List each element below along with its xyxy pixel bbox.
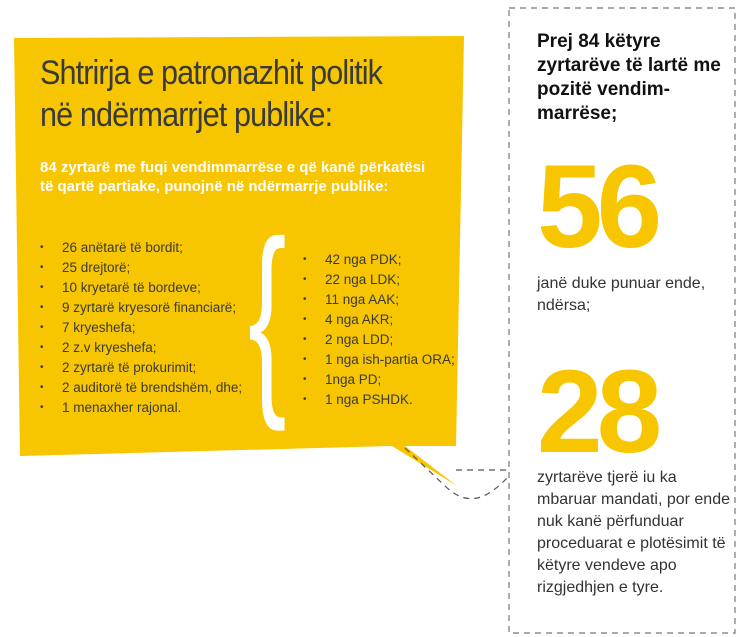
- lede-text: 84 zyrtarë me fuqi vendimmarrëse e që ka…: [40, 159, 426, 195]
- roles-list: 26 anëtarë të bordit; 25 drejtorë; 10 kr…: [40, 238, 242, 418]
- list-item: 1 nga PSHDK.: [303, 390, 455, 410]
- still-working-count: 56: [537, 141, 662, 273]
- list-item: 22 nga LDK;: [303, 270, 455, 290]
- list-item: 26 anëtarë të bordit;: [40, 238, 242, 258]
- expired-text: zyrtarëve tjerë iu ka mbaruar mandati, p…: [537, 469, 730, 596]
- curly-brace-icon: {: [248, 197, 287, 432]
- sidebar-dashed-border: [508, 7, 736, 634]
- sidebar-heading: Prej 84 këtyre zyrtarëve të lartë me poz…: [537, 31, 721, 124]
- pointer-dashed-line: [404, 447, 510, 500]
- page-title: Shtrirja e patronazhit politik në ndërma…: [40, 52, 418, 136]
- list-item: 7 kryeshefa;: [40, 318, 242, 338]
- list-item: 10 kryetarë të bordeve;: [40, 278, 242, 298]
- parties-list: 42 nga PDK; 22 nga LDK; 11 nga AAK; 4 ng…: [303, 250, 455, 410]
- list-item: 2 z.v kryeshefa;: [40, 338, 242, 358]
- list-item: 1nga PD;: [303, 370, 455, 390]
- expired-count: 28: [537, 346, 662, 478]
- list-item: 1 menaxher rajonal.: [40, 398, 242, 418]
- title-line-1: Shtrirja e patronazhit politik: [40, 54, 383, 92]
- list-item: 2 nga LDD;: [303, 330, 455, 350]
- list-item: 25 drejtorë;: [40, 258, 242, 278]
- list-item: 2 auditorë të brendshëm, dhe;: [40, 378, 242, 398]
- still-working-text: janë duke punuar ende, ndërsa;: [537, 275, 706, 314]
- list-item: 2 zyrtarë të prokurimit;: [40, 358, 242, 378]
- list-item: 9 zyrtarë kryesorë financiarë;: [40, 298, 242, 318]
- list-item: 1 nga ish-partia ORA;: [303, 350, 455, 370]
- list-item: 42 nga PDK;: [303, 250, 455, 270]
- list-item: 4 nga AKR;: [303, 310, 455, 330]
- title-line-2: në ndërmarrjet publike:: [40, 96, 333, 134]
- list-item: 11 nga AAK;: [303, 290, 455, 310]
